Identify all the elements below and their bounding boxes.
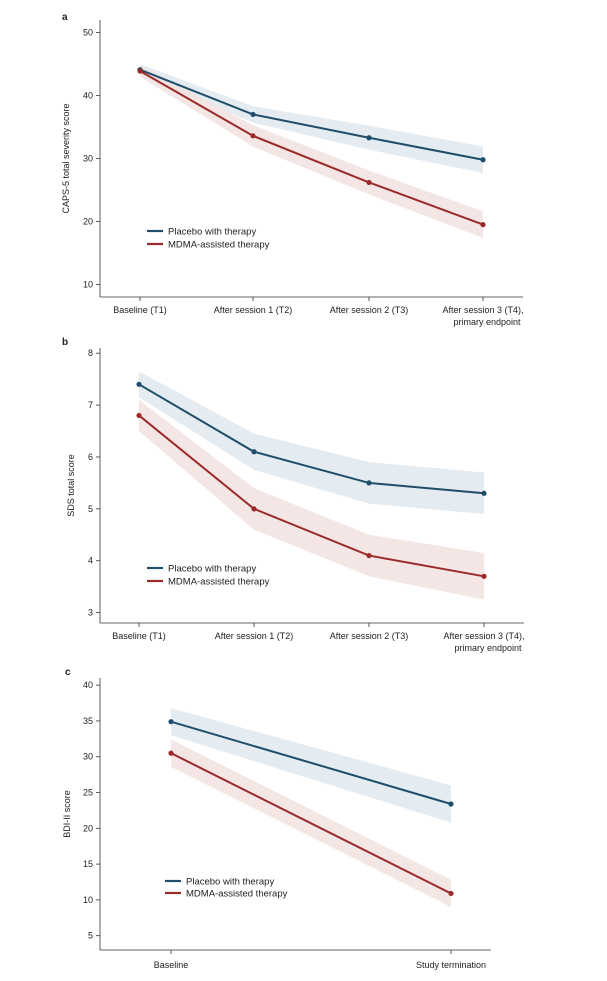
y-tick-label: 8 xyxy=(88,348,93,358)
series-line-placebo xyxy=(139,68,484,161)
series-line-placebo xyxy=(170,720,452,805)
x-tick-label: After session 2 (T3) xyxy=(330,631,409,641)
data-point-mdma xyxy=(366,179,372,186)
series-line-mdma xyxy=(138,414,485,578)
x-tick-label-line2: primary endpoint xyxy=(454,643,522,653)
chart-panel-a: a 10 20 30 40 50 CAPS-5 total severity score Ba… xyxy=(61,12,524,327)
legend-label-mdma: MDMA-assisted therapy xyxy=(168,576,270,587)
y-axis-label: SDS total score xyxy=(66,454,76,517)
data-point-placebo xyxy=(136,381,142,387)
x-tick-label: After session 3 (T4), xyxy=(443,631,524,641)
y-axis-label: CAPS-5 total severity score xyxy=(61,103,71,213)
data-point-mdma xyxy=(251,506,257,512)
data-point-mdma xyxy=(448,890,454,897)
data-point-placebo xyxy=(366,135,372,141)
y-tick-label: 20 xyxy=(83,216,93,226)
y-tick-label: 7 xyxy=(88,400,93,410)
legend-label-placebo: Placebo with therapy xyxy=(168,226,256,237)
data-point-mdma xyxy=(480,222,486,228)
legend-label-mdma: MDMA-assisted therapy xyxy=(168,239,270,250)
y-tick-label: 30 xyxy=(83,752,93,762)
data-point-mdma xyxy=(366,552,372,559)
y-tick-label: 15 xyxy=(83,859,93,869)
y-tick-label: 4 xyxy=(88,556,93,566)
data-point-placebo xyxy=(366,480,372,486)
confidence-band-mdma xyxy=(140,65,483,238)
confidence-band-placebo xyxy=(140,64,483,173)
y-tick-label: 50 xyxy=(83,28,93,38)
panel-label: a xyxy=(62,12,68,23)
panel-label: b xyxy=(62,337,68,348)
y-tick-label: 3 xyxy=(88,608,93,618)
data-point-placebo xyxy=(250,111,256,118)
data-point-placebo xyxy=(168,719,174,725)
confidence-band-placebo xyxy=(139,371,484,515)
data-point-mdma xyxy=(168,750,174,756)
data-point-placebo xyxy=(481,490,487,496)
legend-label-mdma: MDMA-assisted therapy xyxy=(186,888,288,899)
data-point-mdma xyxy=(136,412,142,419)
series-line-placebo xyxy=(138,383,485,495)
data-point-placebo xyxy=(251,449,257,455)
y-tick-label: 10 xyxy=(83,279,93,289)
x-tick-label: Baseline (T1) xyxy=(112,631,166,641)
x-tick-label: Study termination xyxy=(416,960,486,970)
x-tick-label: After session 1 (T2) xyxy=(215,631,294,641)
x-tick-label: After session 3 (T4), xyxy=(442,305,523,315)
y-tick-label: 35 xyxy=(83,716,93,726)
legend-label-placebo: Placebo with therapy xyxy=(186,876,274,887)
y-tick-label: 5 xyxy=(88,931,93,941)
data-point-placebo xyxy=(448,801,454,807)
x-tick-label: After session 2 (T3) xyxy=(330,305,409,315)
confidence-band-placebo xyxy=(171,708,451,823)
y-tick-label: 6 xyxy=(88,452,93,462)
y-tick-label: 10 xyxy=(83,895,93,905)
x-tick-label: After session 1 (T2) xyxy=(214,305,293,315)
x-tick-label: Baseline xyxy=(154,960,189,970)
data-point-mdma xyxy=(481,573,487,579)
y-axis-label: BDI-II score xyxy=(62,790,72,838)
y-tick-label: 25 xyxy=(83,788,93,798)
legend-label-placebo: Placebo with therapy xyxy=(168,563,256,574)
data-point-mdma xyxy=(137,68,143,74)
panel-label: c xyxy=(65,667,71,678)
confidence-band-mdma xyxy=(139,399,484,600)
series-line-mdma xyxy=(139,70,484,226)
x-tick-label: Baseline (T1) xyxy=(113,305,167,315)
data-point-mdma xyxy=(250,133,256,139)
y-tick-label: 40 xyxy=(83,680,93,690)
y-tick-label: 20 xyxy=(83,823,93,833)
y-tick-label: 30 xyxy=(83,154,93,164)
chart-panel-b: b 3 4 5 6 7 8 SDS total score Baseline (T1) After… xyxy=(62,337,525,653)
x-tick-label-line2: primary endpoint xyxy=(453,317,521,327)
series-line-mdma xyxy=(170,752,452,895)
y-tick-label: 40 xyxy=(83,91,93,101)
data-point-placebo xyxy=(480,157,486,163)
chart-panel-c: c 5 10 15 20 25 30 35 40 BDI-II score Baseline Stud… xyxy=(62,667,491,970)
y-tick-label: 5 xyxy=(88,504,93,514)
